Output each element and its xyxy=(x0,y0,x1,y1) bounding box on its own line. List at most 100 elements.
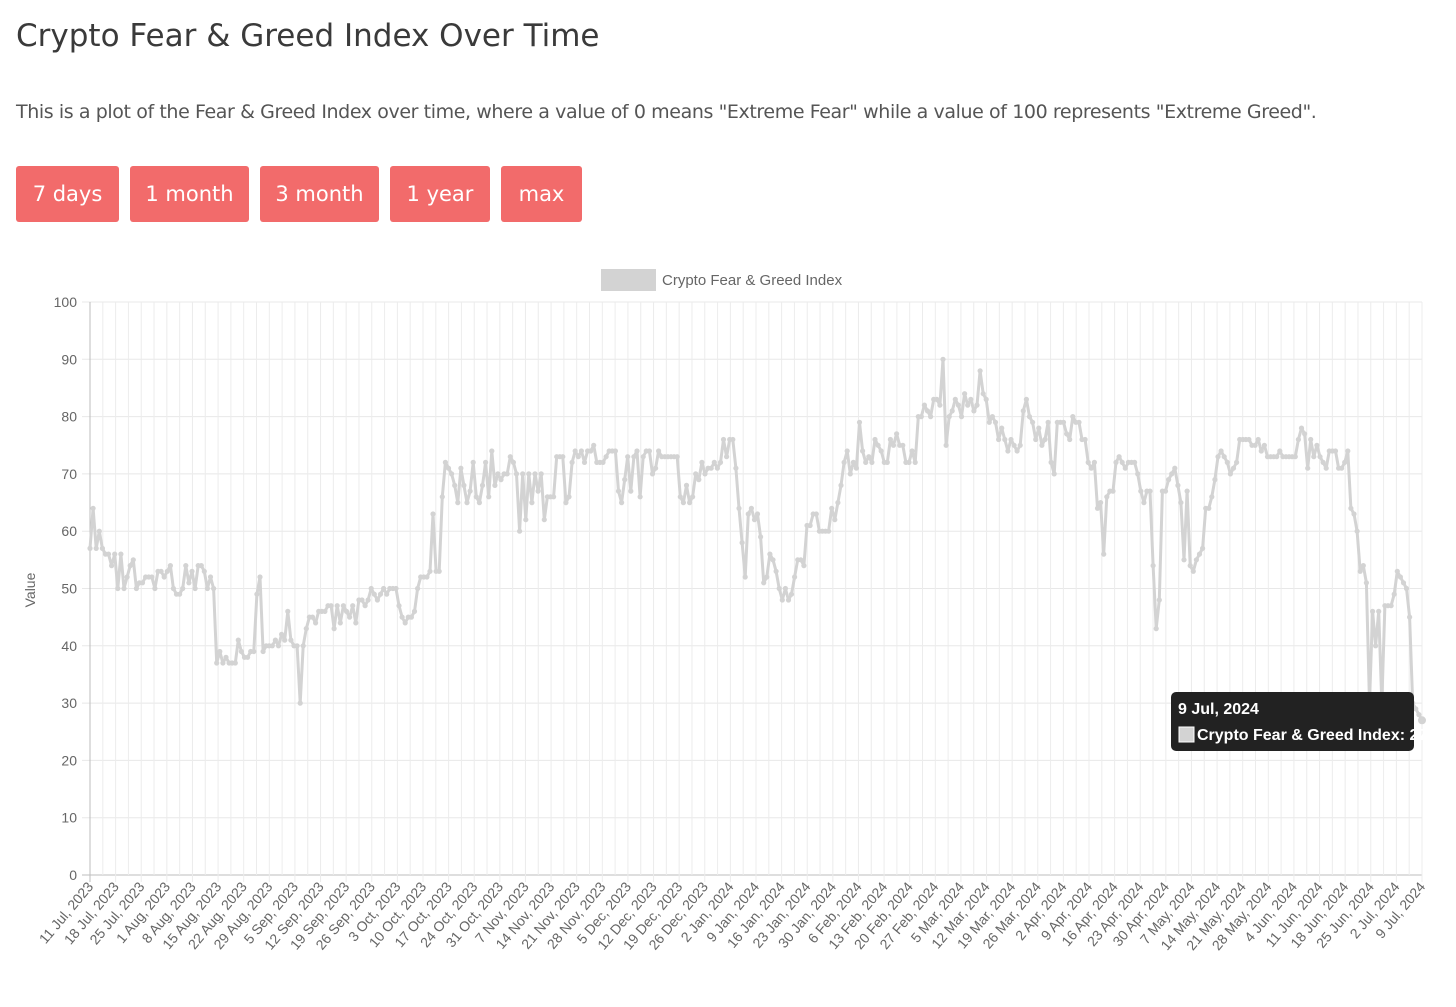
data-point[interactable] xyxy=(362,603,368,609)
data-point[interactable] xyxy=(1391,591,1397,597)
data-point[interactable] xyxy=(977,368,983,374)
data-point[interactable] xyxy=(1302,431,1308,437)
range-7-days-button[interactable]: 7 days xyxy=(16,166,119,222)
data-point[interactable] xyxy=(603,454,609,460)
data-point[interactable] xyxy=(906,459,912,465)
data-point[interactable] xyxy=(1135,471,1141,477)
data-point[interactable] xyxy=(467,488,473,494)
data-point[interactable] xyxy=(965,402,971,408)
data-point[interactable] xyxy=(238,648,244,655)
data-point[interactable] xyxy=(455,500,461,506)
data-point[interactable] xyxy=(541,517,547,523)
data-point[interactable] xyxy=(1360,563,1366,569)
data-point[interactable] xyxy=(513,471,520,477)
data-point[interactable] xyxy=(1218,448,1224,454)
data-point[interactable] xyxy=(87,545,93,551)
data-point[interactable] xyxy=(483,459,489,465)
data-point[interactable] xyxy=(180,585,186,592)
data-point[interactable] xyxy=(189,568,195,574)
data-point[interactable] xyxy=(353,620,359,626)
data-point[interactable] xyxy=(1373,643,1379,649)
data-point[interactable] xyxy=(909,448,915,454)
data-point[interactable] xyxy=(792,574,798,580)
data-point[interactable] xyxy=(1005,448,1011,454)
data-point[interactable] xyxy=(918,414,924,420)
data-point[interactable] xyxy=(294,643,300,649)
data-point[interactable] xyxy=(1212,477,1218,483)
data-point[interactable] xyxy=(1298,425,1305,431)
data-point[interactable] xyxy=(1351,511,1357,517)
data-point[interactable] xyxy=(634,448,640,454)
series-points[interactable] xyxy=(87,356,1426,725)
data-point[interactable] xyxy=(535,488,541,494)
data-point[interactable] xyxy=(1076,419,1082,425)
data-point[interactable] xyxy=(1147,488,1153,494)
data-point[interactable] xyxy=(1014,448,1020,454)
data-point[interactable] xyxy=(1045,419,1051,425)
data-point[interactable] xyxy=(1132,459,1138,465)
data-point[interactable] xyxy=(235,637,241,643)
data-point[interactable] xyxy=(408,614,414,620)
data-point[interactable] xyxy=(1085,459,1091,465)
data-point[interactable] xyxy=(637,494,643,500)
data-point[interactable] xyxy=(745,511,751,517)
data-point[interactable] xyxy=(1156,597,1162,603)
data-point[interactable] xyxy=(1104,494,1110,500)
data-point[interactable] xyxy=(489,448,495,454)
data-point[interactable] xyxy=(748,505,755,511)
data-point[interactable] xyxy=(93,545,99,551)
data-point[interactable] xyxy=(507,454,513,460)
data-point[interactable] xyxy=(112,551,118,557)
data-point[interactable] xyxy=(517,528,523,534)
data-point[interactable] xyxy=(551,494,557,500)
data-point[interactable] xyxy=(1261,442,1267,448)
data-point[interactable] xyxy=(313,620,319,626)
data-point[interactable] xyxy=(1413,706,1419,712)
data-point[interactable] xyxy=(1332,448,1339,454)
data-point[interactable] xyxy=(875,442,881,448)
data-point[interactable] xyxy=(523,517,529,523)
data-point[interactable] xyxy=(693,471,699,477)
data-point[interactable] xyxy=(529,500,535,506)
data-point[interactable] xyxy=(1339,465,1345,471)
data-point[interactable] xyxy=(442,459,448,465)
data-point[interactable] xyxy=(1119,459,1125,465)
data-point[interactable] xyxy=(288,637,294,643)
data-point[interactable] xyxy=(130,557,136,563)
data-point[interactable] xyxy=(1036,425,1042,431)
data-point[interactable] xyxy=(1026,414,1033,420)
data-point[interactable] xyxy=(1397,574,1403,580)
data-point[interactable] xyxy=(924,408,931,414)
data-point[interactable] xyxy=(1221,454,1227,460)
data-point[interactable] xyxy=(232,660,238,666)
data-point[interactable] xyxy=(860,448,866,454)
data-point[interactable] xyxy=(1348,505,1354,511)
data-point[interactable] xyxy=(813,511,819,517)
data-point[interactable] xyxy=(600,459,606,465)
data-point[interactable] xyxy=(742,574,748,580)
data-point[interactable] xyxy=(99,545,105,551)
data-point[interactable] xyxy=(1150,563,1156,569)
data-point[interactable] xyxy=(1070,414,1076,420)
data-point[interactable] xyxy=(986,419,992,425)
data-point[interactable] xyxy=(340,603,346,609)
data-point[interactable] xyxy=(331,626,337,632)
data-point[interactable] xyxy=(526,471,532,477)
data-point[interactable] xyxy=(1098,500,1104,506)
data-point[interactable] xyxy=(211,585,217,592)
data-point[interactable] xyxy=(109,563,115,569)
data-point[interactable] xyxy=(850,459,857,465)
data-point[interactable] xyxy=(754,511,761,517)
data-point[interactable] xyxy=(674,454,680,460)
data-point[interactable] xyxy=(177,591,183,597)
data-point[interactable] xyxy=(192,585,198,592)
data-point[interactable] xyxy=(1166,477,1172,483)
data-point[interactable] xyxy=(943,442,949,448)
data-point[interactable] xyxy=(1388,603,1394,609)
data-point[interactable] xyxy=(1141,500,1147,506)
data-point[interactable] xyxy=(473,494,479,500)
data-point[interactable] xyxy=(992,419,999,425)
data-point[interactable] xyxy=(983,396,989,402)
data-point[interactable] xyxy=(152,585,158,592)
data-point[interactable] xyxy=(1317,454,1323,460)
